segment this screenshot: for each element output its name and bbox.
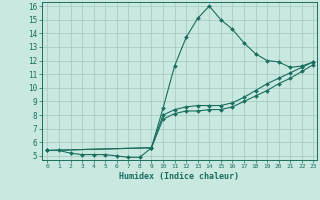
X-axis label: Humidex (Indice chaleur): Humidex (Indice chaleur) bbox=[119, 172, 239, 181]
